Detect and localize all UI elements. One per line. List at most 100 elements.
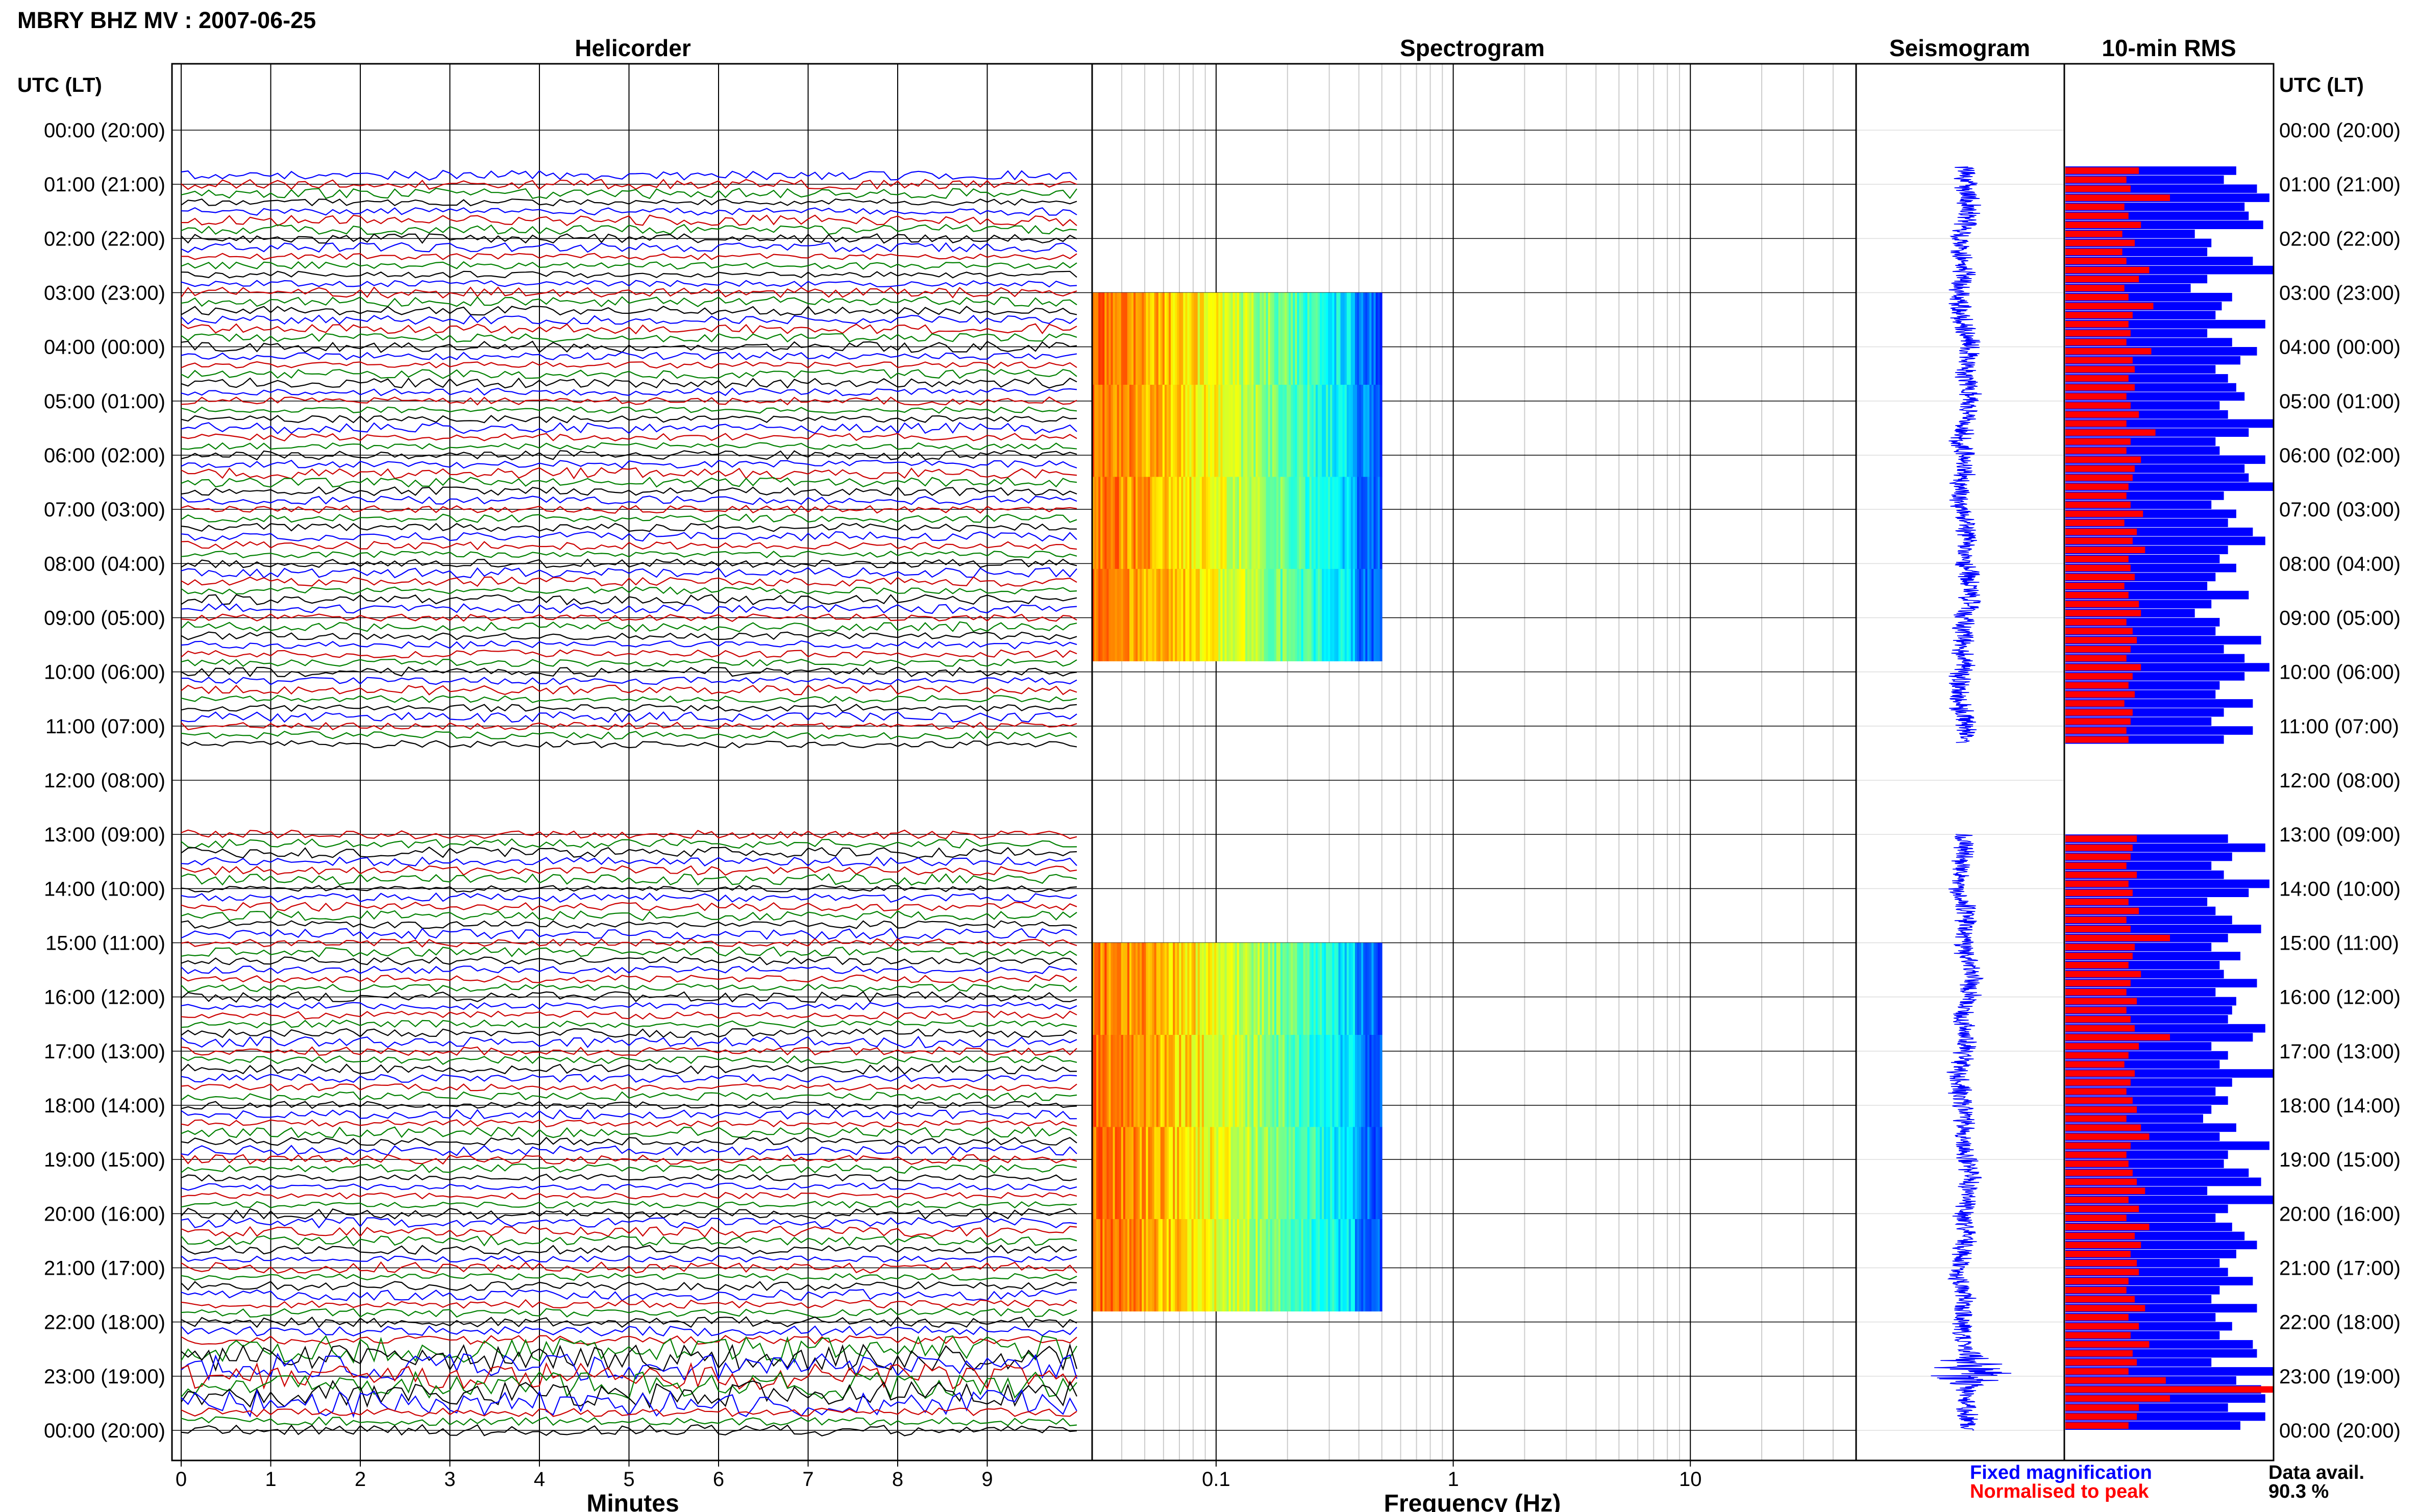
spectrogram-cell xyxy=(1301,477,1304,569)
rms-bar-normalised xyxy=(2065,1205,2139,1212)
spectrogram-cell xyxy=(1218,1035,1221,1127)
spectrogram-cell xyxy=(1262,943,1265,1035)
spectrogram-cell xyxy=(1350,1127,1353,1220)
spectrogram-cell xyxy=(1379,385,1383,477)
spectrogram-cell xyxy=(1377,1219,1380,1311)
spectrogram-cell xyxy=(1175,1219,1178,1311)
spectrogram-cell xyxy=(1154,568,1157,661)
helicorder-trace xyxy=(181,396,1077,406)
spectrogram-cell xyxy=(1189,1035,1192,1127)
spectrogram-cell xyxy=(1115,385,1118,477)
rms-bar-normalised xyxy=(2065,1196,2129,1203)
spectrogram-cell xyxy=(1154,1127,1157,1220)
helicorder-trace xyxy=(181,531,1077,542)
spectrogram-cell xyxy=(1094,385,1097,477)
spectrogram-cell xyxy=(1316,385,1318,477)
spectrogram-cell xyxy=(1330,1127,1333,1220)
spectrogram-cell xyxy=(1369,385,1372,477)
spectrogram-cell xyxy=(1106,1219,1109,1311)
spectrogram-cell xyxy=(1158,1219,1161,1311)
spectrogram-cell xyxy=(1167,292,1169,385)
rms-bar-normalised xyxy=(2065,862,2127,869)
spectrogram-cell xyxy=(1123,1219,1126,1311)
spectrogram-cell xyxy=(1255,1035,1258,1127)
spectrogram-cell xyxy=(1210,1035,1213,1127)
spectrogram-cell xyxy=(1179,385,1182,477)
spectrogram-cell xyxy=(1104,292,1107,385)
spectrogram-cell xyxy=(1140,943,1143,1035)
hour-label-right: 02:00 (22:00) xyxy=(2279,228,2401,250)
spectrogram-cell xyxy=(1330,1219,1333,1311)
spectrogram-cell xyxy=(1191,943,1194,1035)
spectrogram-cell xyxy=(1154,1035,1157,1127)
spectrogram-cell xyxy=(1330,385,1333,477)
spectrogram-cell xyxy=(1253,1219,1256,1311)
spectrogram-cell xyxy=(1297,943,1300,1035)
helicorder-trace xyxy=(181,965,1077,975)
spectrogram-cell xyxy=(1121,1127,1124,1220)
spectrogram-cell xyxy=(1332,477,1335,569)
helicorder-trace xyxy=(181,1407,1077,1418)
spectrogram-cell xyxy=(1251,1219,1254,1311)
spectrogram-cell xyxy=(1245,1219,1248,1311)
hour-label-right: 13:00 (09:00) xyxy=(2279,824,2401,846)
spectrogram-cell xyxy=(1212,385,1215,477)
helicorder-trace xyxy=(181,1245,1077,1255)
rms-bar-normalised xyxy=(2065,1296,2135,1303)
spectrogram-cell xyxy=(1218,943,1221,1035)
spectrogram-cell xyxy=(1187,1219,1190,1311)
spectrogram-cell xyxy=(1199,943,1202,1035)
rms-bar-normalised xyxy=(2065,718,2131,725)
spectrogram-cell xyxy=(1212,1219,1215,1311)
helicorder-trace xyxy=(181,467,1077,480)
spectrogram-cell xyxy=(1280,1219,1283,1311)
spectrogram-cell xyxy=(1138,568,1141,661)
spectrogram-cell xyxy=(1365,292,1368,385)
spectrogram-cell xyxy=(1272,1219,1275,1311)
spectrogram-cell xyxy=(1355,477,1357,569)
spectrogram-cell xyxy=(1154,292,1157,385)
spectrogram-cell xyxy=(1266,1127,1269,1220)
spectrogram-cell xyxy=(1367,568,1370,661)
spectrogram-cell xyxy=(1228,1127,1231,1220)
spectrogram-cell xyxy=(1342,1219,1345,1311)
spectrogram-cell xyxy=(1232,292,1236,385)
spectrogram-cell xyxy=(1305,1219,1308,1311)
spectrogram-cell xyxy=(1195,1035,1198,1127)
spectrogram-cell xyxy=(1357,943,1360,1035)
spectrogram-cell xyxy=(1179,1035,1182,1127)
spectrogram-cell xyxy=(1326,1219,1329,1311)
rms-bar-normalised xyxy=(2065,844,2133,851)
spectrogram-cell xyxy=(1177,568,1180,661)
rms-bar-normalised xyxy=(2065,1259,2137,1267)
hour-label-left: 00:00 (20:00) xyxy=(44,119,165,142)
spectrogram-cell xyxy=(1328,1219,1331,1311)
hour-label-right: 03:00 (23:00) xyxy=(2279,282,2401,305)
hour-label-right: 21:00 (17:00) xyxy=(2279,1257,2401,1280)
helicorder-tick-label: 2 xyxy=(355,1468,366,1491)
spectrogram-cell xyxy=(1102,385,1105,477)
spectrogram-cell xyxy=(1311,568,1314,661)
spectrogram-cell xyxy=(1285,477,1287,569)
spectrogram-cell xyxy=(1297,1219,1300,1311)
spectrogram-cell xyxy=(1282,292,1285,385)
spectrogram-cell xyxy=(1350,568,1353,661)
spectrogram-cell xyxy=(1371,477,1374,569)
spectrogram-cell xyxy=(1276,943,1279,1035)
spectrogram-cell xyxy=(1348,568,1351,661)
spectrogram-cell xyxy=(1150,477,1153,569)
spectrogram-cell xyxy=(1243,568,1246,661)
helicorder-trace xyxy=(181,1028,1077,1038)
rms-bar-normalised xyxy=(2065,1187,2145,1194)
spectrogram-cell xyxy=(1285,385,1287,477)
spectrogram-cell xyxy=(1175,568,1178,661)
spectrogram-cell xyxy=(1289,1035,1292,1127)
spectrogram-cell xyxy=(1249,1035,1252,1127)
spectrogram-cell xyxy=(1152,1127,1155,1220)
spectrogram-cell xyxy=(1193,568,1196,661)
spectrogram-cell xyxy=(1344,385,1347,477)
spectrogram-cell xyxy=(1131,1219,1134,1311)
helicorder-trace xyxy=(181,1010,1077,1020)
helicorder-panel xyxy=(172,64,1092,1460)
spectrogram-cell xyxy=(1322,943,1324,1035)
